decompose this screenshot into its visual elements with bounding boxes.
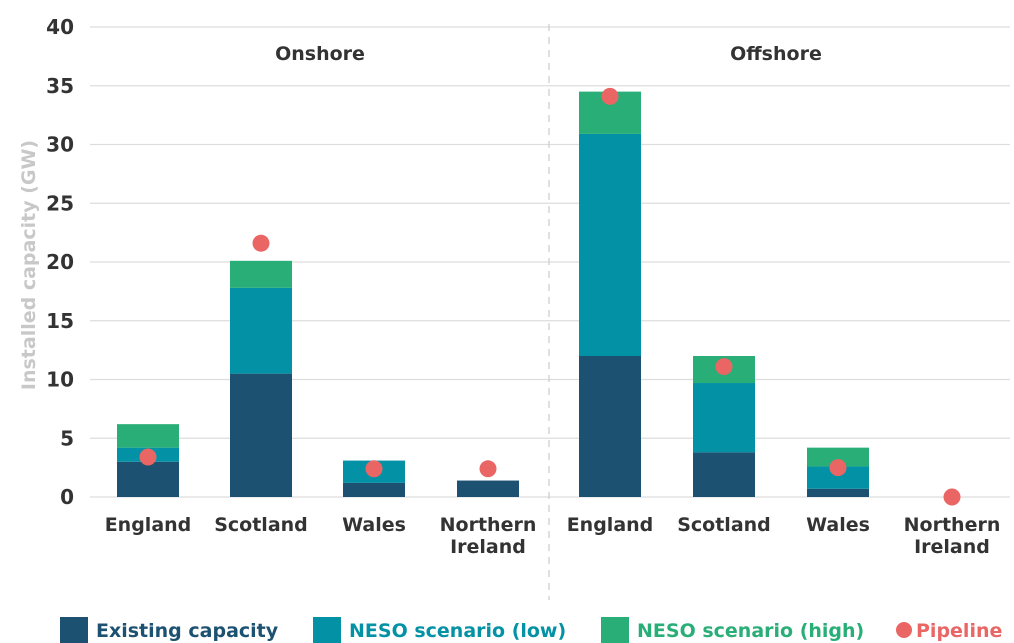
bar-existing	[807, 488, 869, 497]
x-category-label: Wales	[806, 514, 870, 536]
legend-label-pipeline: Pipeline	[916, 620, 1002, 642]
x-category-label: Ireland	[450, 536, 526, 558]
bar-existing	[579, 356, 641, 497]
legend-marker-pipeline	[896, 622, 912, 638]
bar-neso-high	[117, 424, 179, 448]
x-category-label: Ireland	[914, 536, 990, 558]
bar-existing	[230, 373, 292, 497]
pipeline-point	[601, 87, 619, 105]
x-category-label: England	[567, 514, 654, 536]
bar-neso-low	[693, 383, 755, 453]
bar-existing	[693, 452, 755, 497]
y-axis: 0 5 10 15 20 25 30 35 40	[46, 15, 74, 509]
group-labels: Onshore Offshore	[275, 43, 822, 65]
bar-neso-high	[230, 260, 292, 288]
legend-marker-low	[313, 617, 341, 643]
y-tick-label: 25	[46, 191, 74, 215]
pipeline-point	[715, 358, 733, 376]
bar-existing	[117, 461, 179, 497]
pipeline-point	[139, 448, 157, 466]
y-tick-label: 5	[60, 426, 74, 450]
y-tick-label: 40	[46, 15, 74, 39]
legend-label-low: NESO scenario (low)	[349, 620, 566, 642]
y-tick-label: 30	[46, 133, 74, 157]
y-tick-label: 10	[46, 368, 74, 392]
pipeline-points	[139, 87, 961, 506]
x-category-label: Wales	[342, 514, 406, 536]
x-category-label: Scotland	[214, 514, 308, 536]
x-category-label: Northern	[440, 514, 537, 536]
group-label: Offshore	[730, 43, 822, 65]
x-category-label: Northern	[904, 514, 1001, 536]
y-tick-label: 20	[46, 250, 74, 274]
y-axis-title: Installed capacity (GW)	[18, 140, 40, 390]
x-category-label: Scotland	[677, 514, 771, 536]
bar-neso-low	[579, 133, 641, 356]
x-category-label: England	[105, 514, 192, 536]
legend-marker-existing	[60, 617, 88, 643]
x-axis: England Scotland Wales NorthernIrelandEngla…	[105, 514, 1001, 558]
legend: Existing capacity NESO scenario (low) NESO…	[60, 617, 1002, 643]
pipeline-point	[365, 460, 383, 478]
legend-marker-high	[601, 617, 629, 643]
pipeline-point	[479, 460, 497, 478]
bar-neso-high	[807, 447, 869, 467]
bar-neso-low	[807, 466, 869, 489]
bar-existing	[343, 482, 405, 497]
y-tick-label: 0	[60, 485, 74, 509]
bar-neso-low	[230, 287, 292, 374]
bar-existing	[457, 480, 519, 497]
pipeline-point	[943, 488, 961, 506]
bars	[117, 91, 869, 497]
y-tick-label: 15	[46, 309, 74, 333]
y-tick-label: 35	[46, 74, 74, 98]
legend-label-existing: Existing capacity	[96, 620, 279, 642]
group-label: Onshore	[275, 43, 365, 65]
pipeline-point	[252, 234, 270, 252]
pipeline-point	[829, 459, 847, 477]
legend-label-high: NESO scenario (high)	[637, 620, 864, 642]
gridlines	[90, 26, 1010, 498]
